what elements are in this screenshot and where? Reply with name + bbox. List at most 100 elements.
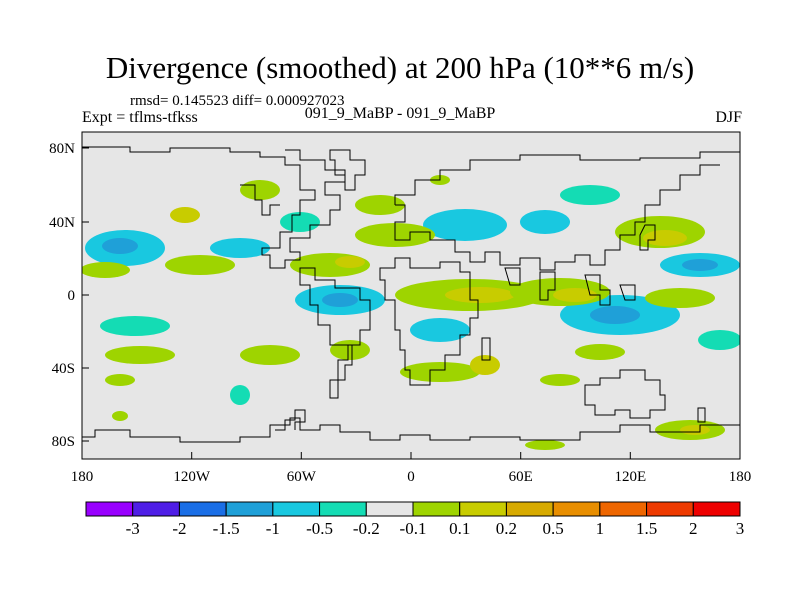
field-region (170, 207, 200, 223)
field-region (100, 316, 170, 336)
field-region (240, 345, 300, 365)
coastline-antarctic-peninsula (275, 409, 306, 431)
coastline-africa (379, 257, 479, 386)
colorbar-swatch (459, 501, 507, 517)
field-region (560, 185, 620, 205)
coastline-eurasia (394, 151, 740, 205)
field-region (682, 259, 718, 271)
coastline-south-america (299, 267, 371, 399)
colorbar-swatch (505, 501, 554, 517)
field-region (400, 362, 480, 382)
field-region (240, 180, 280, 200)
field-region (643, 230, 687, 246)
field-region (322, 293, 358, 307)
y-tick-label: 80N (49, 141, 75, 157)
field-region (330, 340, 370, 360)
x-tick-label: 120E (614, 469, 646, 485)
field-region (355, 195, 405, 215)
colorbar-swatch (178, 501, 227, 517)
colorbar-label: 2 (689, 519, 698, 538)
x-tick-label: 60W (287, 469, 317, 485)
plot-title: Divergence (smoothed) at 200 hPa (10**6 … (105, 50, 695, 85)
field-region (410, 318, 470, 342)
x-tick-label: 60E (509, 469, 533, 485)
field-region (540, 374, 580, 386)
colorbar-swatch (132, 501, 180, 517)
coastline-greenland (329, 149, 366, 191)
colorbar-label: 1 (596, 519, 605, 538)
colorbar-swatch (225, 501, 274, 517)
coastline-madagascar (481, 337, 491, 361)
field-region (590, 306, 640, 324)
field-region (680, 425, 710, 435)
coastline-new-zealand (697, 407, 706, 423)
field-region (102, 238, 138, 254)
colorbar-label: 1.5 (636, 519, 657, 538)
colorbar-label: 3 (736, 519, 745, 538)
field-region (335, 256, 365, 268)
divergence-field (82, 175, 740, 450)
coastline-antarctica (82, 417, 740, 443)
season-label: DJF (715, 109, 742, 126)
colorbar-swatch (552, 501, 601, 517)
colorbar-swatch (412, 501, 461, 517)
colorbar-label: 0.2 (496, 519, 517, 538)
colorbar-swatch (319, 501, 367, 517)
colorbar-label: -0.5 (306, 519, 333, 538)
x-axis-ticks (81, 452, 741, 459)
field-region (553, 288, 597, 302)
field-region (105, 346, 175, 364)
field-region (470, 355, 500, 375)
field-region (165, 255, 235, 275)
colorbar-swatch (646, 501, 694, 517)
colorbar-label: 0.5 (543, 519, 564, 538)
colorbar-label: -0.2 (353, 519, 380, 538)
colorbar-swatch (692, 501, 741, 517)
coastline-se-asia (584, 274, 636, 306)
stats-label: rmsd= 0.145523 diff= 0.000927023 (130, 93, 345, 109)
y-tick-label: 40N (49, 215, 75, 231)
y-tick-label: 80S (52, 434, 75, 450)
field-region (82, 262, 130, 278)
coastline-north-america (82, 146, 346, 269)
colorbar-swatch (85, 501, 134, 517)
colorbar-swatch (272, 501, 321, 517)
colorbar-label: -1.5 (213, 519, 240, 538)
coastline-japan (639, 224, 656, 251)
colorbar-label: -2 (172, 519, 186, 538)
coastline-alaska (240, 184, 280, 216)
coastlines (82, 146, 740, 443)
field-region (112, 411, 128, 421)
field-region (423, 209, 507, 241)
colorbar-label: -1 (266, 519, 280, 538)
x-tick-label: 0 (407, 469, 415, 485)
x-axis-labels: 180 120W 60W 0 60E 120E 180 (71, 469, 752, 485)
field-region (210, 238, 270, 258)
colorbar-label: -3 (126, 519, 140, 538)
field-region (230, 385, 250, 405)
y-axis-labels: 80N 40N 0 40S 80S (49, 141, 75, 450)
field-region (645, 288, 715, 308)
colorbar-label: -0.1 (400, 519, 427, 538)
coastline-australia (584, 369, 666, 419)
field-region (105, 374, 135, 386)
y-tick-label: 40S (52, 361, 75, 377)
field-region (525, 440, 565, 450)
field-region (445, 287, 515, 303)
coastline-arabia-india (504, 267, 556, 301)
x-tick-label: 120W (173, 469, 211, 485)
colorbar-label: 0.1 (449, 519, 470, 538)
colorbar-swatch (599, 501, 648, 517)
colorbar: -3 -2 -1.5 -1 -0.5 -0.2 -0.1 0.1 0.2 0.5 1 1.5 2 3 (85, 501, 745, 538)
y-axis-ticks (82, 147, 89, 442)
case-label: 091_9_MaBP - 091_9_MaBP (304, 105, 496, 122)
x-tick-label: 180 (729, 469, 752, 485)
field-region (698, 330, 740, 350)
experiment-label: Expt = tflms-tfkss (82, 109, 198, 126)
coastline-europe-med (394, 164, 720, 271)
colorbar-swatch (365, 501, 414, 517)
x-tick-label: 180 (71, 469, 94, 485)
field-region (520, 210, 570, 234)
field-region (575, 344, 625, 360)
